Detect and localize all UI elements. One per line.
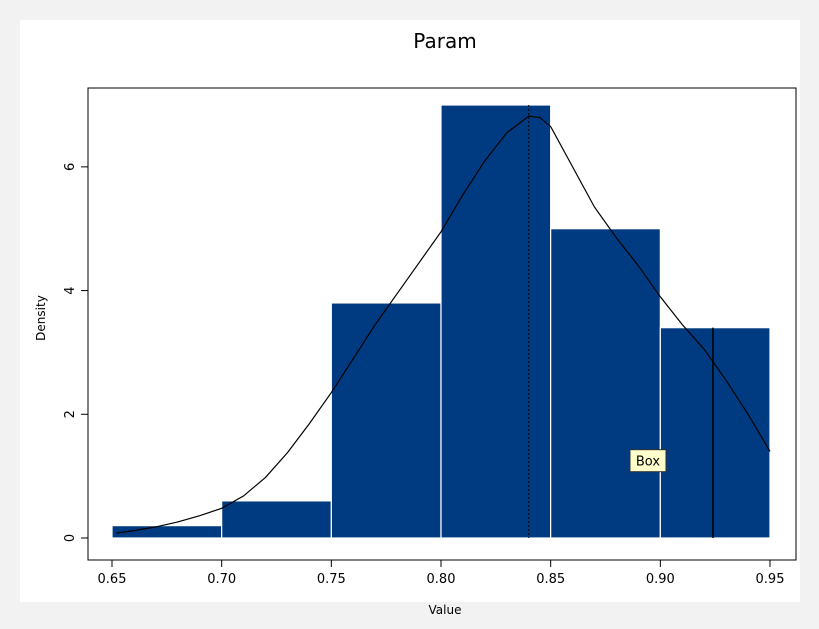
y-tick-label-3: 4 bbox=[63, 286, 78, 294]
histogram-bar-5 bbox=[550, 228, 661, 539]
annotation-layer: Box bbox=[629, 449, 667, 473]
x-tick-label-7: 0.95 bbox=[756, 572, 785, 587]
x-tick-label-6: 0.90 bbox=[646, 572, 675, 587]
annotation-box bbox=[629, 449, 667, 473]
bars-layer bbox=[111, 104, 771, 539]
x-tick-label-4: 0.80 bbox=[427, 572, 456, 587]
y-tick-label-4: 6 bbox=[63, 163, 78, 171]
y-tick-label-2: 2 bbox=[63, 410, 78, 418]
density-curve-layer bbox=[116, 115, 771, 534]
histogram-bar-2 bbox=[221, 500, 332, 539]
x-ticks-layer: 0.65 0.70 0.75 0.80 0.85 0.90 0.95 bbox=[98, 560, 785, 587]
histogram-bar-3 bbox=[330, 302, 442, 539]
plot-frame bbox=[87, 87, 797, 561]
x-tick-label-3: 0.75 bbox=[317, 572, 346, 587]
density-curve-line bbox=[116, 115, 771, 534]
y-tick-label-1: 0 bbox=[63, 534, 78, 542]
x-tick-label-1: 0.65 bbox=[98, 572, 127, 587]
x-tick-label-2: 0.70 bbox=[207, 572, 236, 587]
histogram-bar-4 bbox=[440, 104, 552, 539]
y-ticks-layer: 0 2 4 6 bbox=[63, 163, 88, 542]
annotation-label: Box bbox=[636, 455, 660, 470]
chart-title: Param bbox=[413, 29, 476, 53]
x-tick-label-5: 0.85 bbox=[536, 572, 565, 587]
histogram-bar-6 bbox=[659, 327, 771, 539]
x-axis-label: Value bbox=[429, 603, 462, 617]
y-axis-label: Density bbox=[34, 295, 48, 341]
